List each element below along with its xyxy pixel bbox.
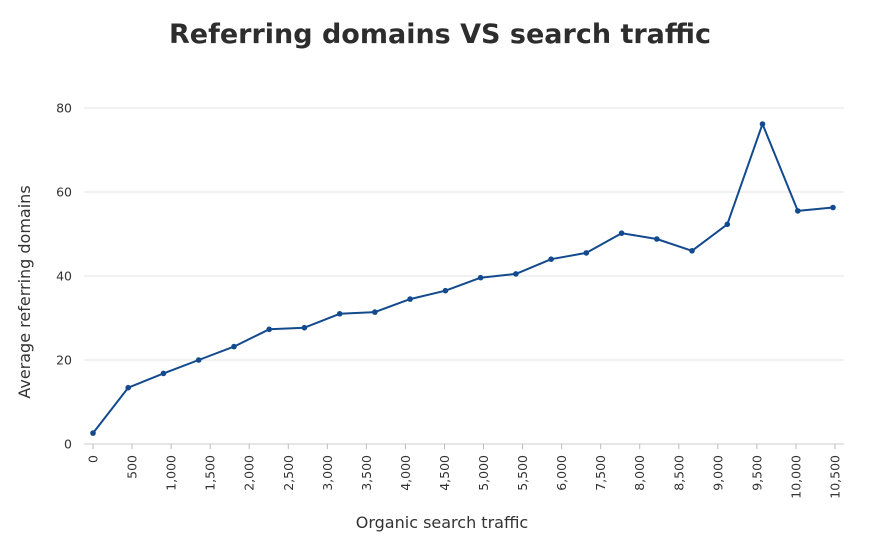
- y-axis-label: Average referring domains: [15, 185, 34, 398]
- x-tick-label: 8,500: [671, 455, 686, 491]
- data-point: [724, 221, 731, 228]
- x-tick-label: 7,500: [593, 455, 608, 491]
- x-tick-label: 3,000: [320, 455, 335, 491]
- data-point: [407, 296, 413, 302]
- data-point: [618, 230, 625, 236]
- data-point: [195, 357, 202, 363]
- data-point: [795, 208, 801, 214]
- x-tick-label: 4,500: [437, 455, 452, 491]
- y-axis-ticks: 0 20 40 60 80: [56, 101, 72, 452]
- y-tick-label: 60: [56, 185, 72, 200]
- data-point: [689, 248, 695, 254]
- x-axis-label: Organic search traffic: [356, 513, 528, 532]
- x-tick-label: 500: [125, 455, 140, 479]
- data-point: [372, 309, 378, 315]
- data-point: [231, 343, 237, 350]
- data-point: [759, 121, 766, 127]
- data-point: [477, 274, 484, 281]
- x-tick-label: 6,000: [554, 455, 569, 491]
- y-tick-label: 40: [56, 269, 72, 284]
- series: [92, 123, 834, 434]
- x-tick-label: 10,000: [788, 455, 803, 499]
- grid: [84, 107, 844, 361]
- data-point: [654, 236, 660, 242]
- x-tick-label: 3,500: [359, 455, 374, 491]
- data-point: [90, 430, 96, 436]
- x-tick-label: 1,500: [203, 455, 218, 491]
- x-tick-label: 5,500: [515, 455, 530, 491]
- x-tick-label: 9,000: [710, 455, 725, 491]
- x-tick-label: 10,500: [828, 455, 843, 499]
- data-point: [125, 384, 131, 391]
- chart-title: Referring domains VS search traffic: [169, 19, 711, 50]
- x-tick-label: 8,000: [632, 455, 647, 491]
- y-tick-label: 0: [64, 437, 72, 452]
- data-point: [442, 287, 449, 294]
- series-line: [92, 123, 834, 434]
- x-tick-label: 1,000: [164, 455, 179, 491]
- data-point: [513, 271, 519, 277]
- data-point: [583, 250, 590, 256]
- x-axis-ticks: 0 500 1,000 1,500 2,000 2,500 3,000 3,500 4,000 4…: [86, 444, 843, 499]
- x-tick-label: 2,500: [281, 455, 296, 491]
- data-point: [830, 204, 836, 211]
- data-point: [301, 324, 308, 331]
- x-tick-label: 0: [86, 455, 101, 463]
- x-tick-label: 4,000: [398, 455, 413, 491]
- data-point: [336, 311, 343, 317]
- y-tick-label: 80: [56, 101, 72, 116]
- data-point: [548, 256, 554, 263]
- x-tick-label: 2,000: [242, 455, 257, 491]
- data-points: [90, 121, 836, 436]
- data-point: [160, 370, 167, 377]
- y-tick-label: 20: [56, 353, 72, 368]
- data-point: [266, 326, 273, 333]
- x-tick-label: 9,500: [749, 455, 764, 491]
- x-tick-label: 5,000: [476, 455, 491, 491]
